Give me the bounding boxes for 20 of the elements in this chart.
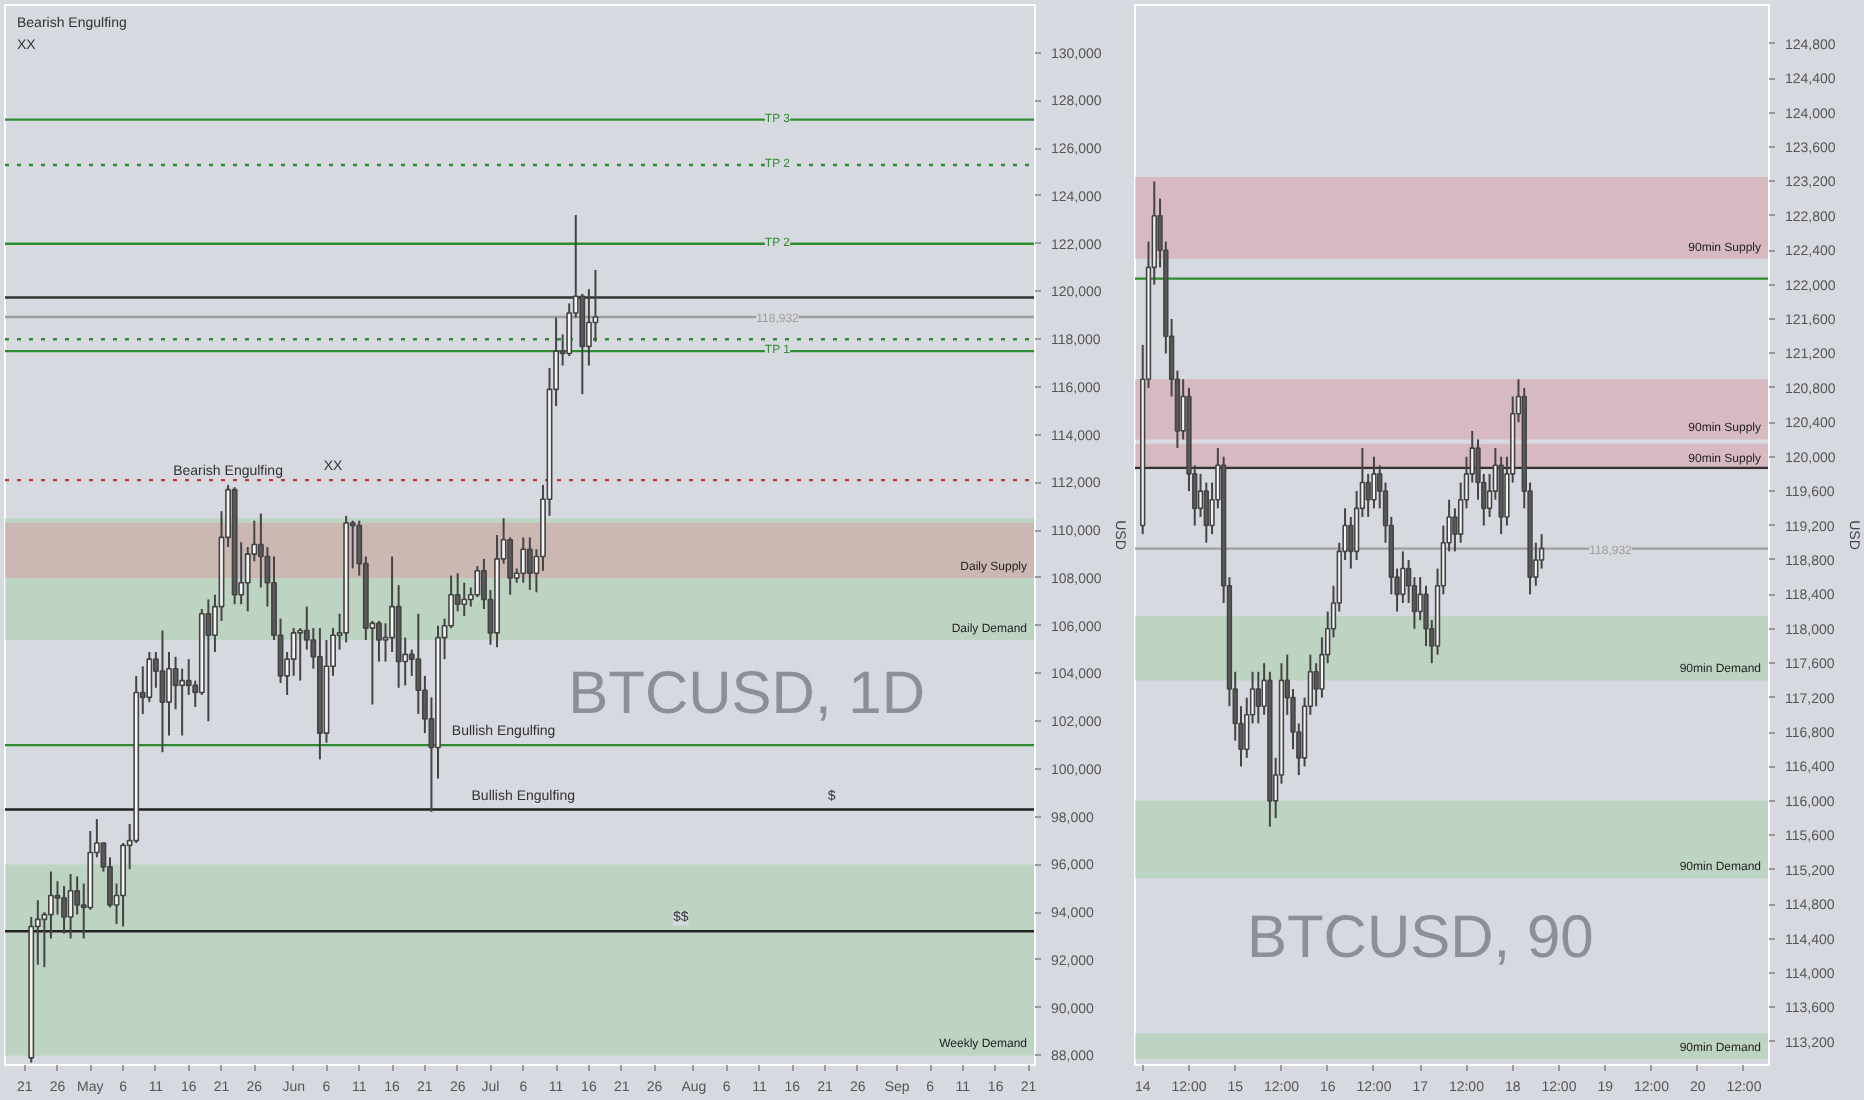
candlestick: [461, 581, 468, 618]
candlestick: [1255, 670, 1262, 725]
candlestick: [1371, 455, 1377, 510]
text: BTCUSD, 90: [1246, 904, 1594, 971]
candlestick: [1400, 550, 1406, 604]
candlestick: [474, 565, 481, 599]
candlestick: [1452, 507, 1458, 553]
candlestick: [179, 667, 186, 737]
candlestick: [1348, 515, 1354, 570]
candlestick: [61, 884, 67, 935]
candlestick: [205, 598, 212, 723]
candlestick: [67, 873, 74, 940]
candlestick: [1417, 576, 1423, 622]
candlestick: [1365, 472, 1371, 518]
candlestick: [526, 536, 533, 591]
candlestick: [1313, 662, 1319, 708]
candlestick: [1203, 481, 1209, 544]
candlestick: [297, 627, 304, 682]
text: BTCUSD, 1D: [568, 661, 925, 727]
candlestick: [520, 536, 527, 584]
